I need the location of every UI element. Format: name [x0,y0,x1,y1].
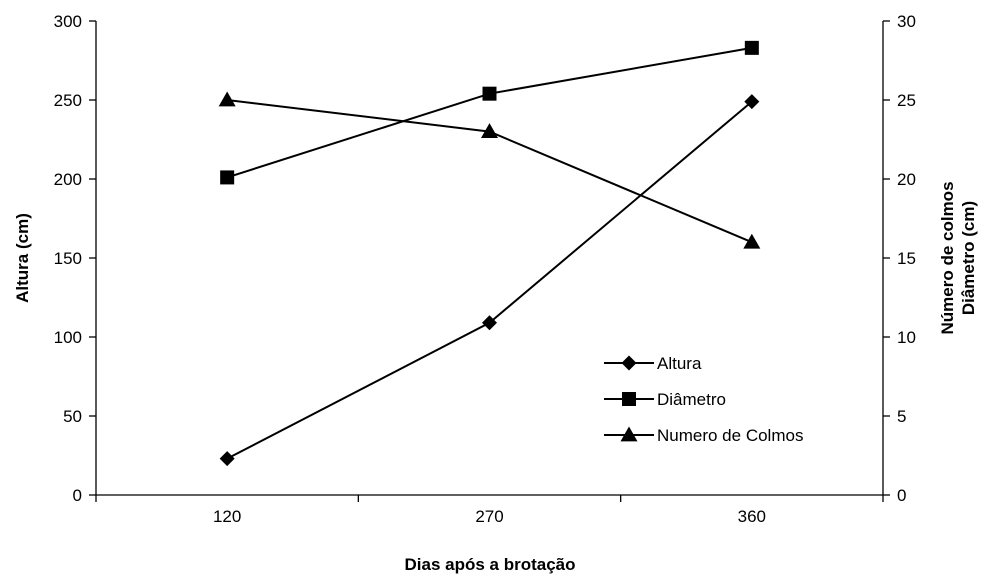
y-left-tick-label: 300 [54,12,82,31]
data-point-altura [482,315,497,331]
x-axis-title: Dias após a brotação [404,555,575,574]
legend: Altura Diâmetro Numero de Colmos [604,354,803,445]
data-point-altura [744,94,760,110]
y-right-tick-label: 15 [897,249,916,268]
y-left-tick-label: 200 [54,170,82,189]
series-line-di-metro [226,46,753,179]
data-point-di-metro [744,40,759,55]
y-axis-right-title-line-1: Número de colmos [938,181,957,334]
legend-label-numero-de-colmos: Numero de Colmos [657,426,803,445]
legend-label-di-metro: Diâmetro [657,390,726,409]
series-group [218,40,761,467]
data-point-di-metro [220,170,235,185]
x-tick-label: 120 [213,507,241,526]
y-left-tick-label: 250 [54,91,82,110]
y-left-tick-label: 150 [54,249,82,268]
series-line-numero-de-colmos [227,99,753,244]
x-tick-label: 270 [475,507,503,526]
data-point-altura [219,451,235,467]
y-left-tick-label: 100 [54,328,82,347]
data-point-numero-de-colmos [218,91,236,107]
y-axis-right-title-line-2: Diâmetro (cm) [959,201,978,315]
legend-marker-di-metro [622,392,636,406]
legend-marker-altura [621,355,637,371]
y-axis-left-title: Altura (cm) [13,213,32,303]
y-right-tick-label: 25 [897,91,916,110]
data-point-numero-de-colmos [481,123,498,138]
legend-marker-numero-de-colmos [620,426,638,442]
y-right-tick-label: 10 [897,328,916,347]
data-point-di-metro [482,86,497,101]
y-left-tick-label: 0 [73,486,82,505]
y-right-tick-label: 20 [897,170,916,189]
legend-label-altura: Altura [657,354,702,373]
data-point-numero-de-colmos [743,233,761,249]
y-right-tick-label: 30 [897,12,916,31]
axes: 0 50 100 150 200 250 300 0 5 10 15 20 25 30 120 270 360 [54,12,916,526]
y-left-tick-label: 50 [63,407,82,426]
y-right-tick-label: 0 [897,486,906,505]
y-right-tick-label: 5 [897,407,906,426]
x-tick-label: 360 [738,507,766,526]
